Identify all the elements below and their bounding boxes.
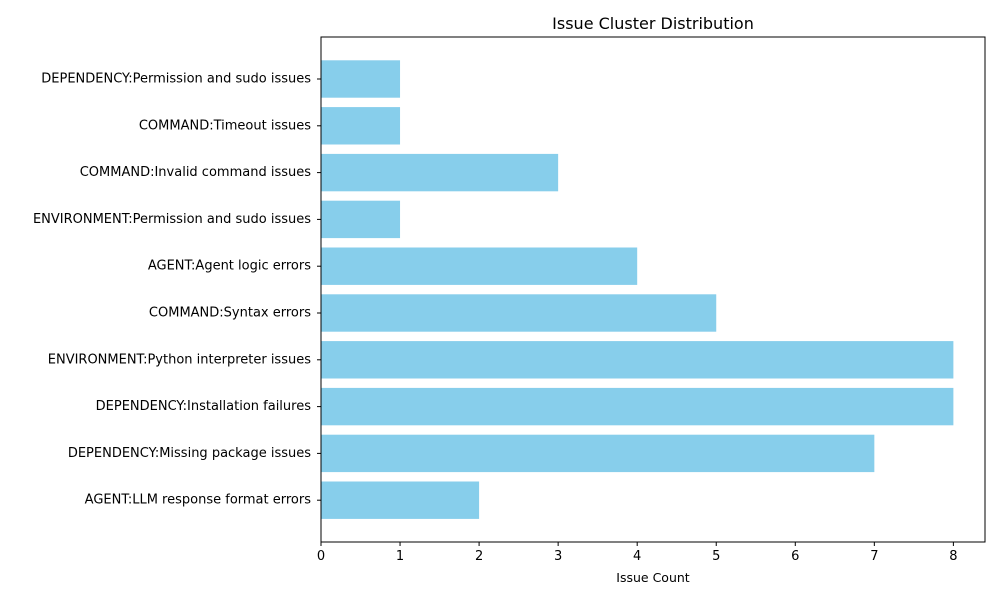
x-tick-label: 6 — [791, 549, 799, 564]
bar — [321, 341, 954, 379]
bar — [321, 294, 717, 332]
y-tick-label: DEPENDENCY:Installation failures — [96, 399, 312, 414]
y-axis-ticks: DEPENDENCY:Permission and sudo issues COM… — [33, 72, 321, 508]
y-tick-label: ENVIRONMENT:Permission and sudo issues — [33, 212, 311, 227]
y-tick-label: AGENT:LLM response format errors — [85, 493, 312, 508]
bar — [321, 247, 638, 285]
y-tick-label: AGENT:Agent logic errors — [148, 259, 311, 274]
bar — [321, 60, 401, 98]
x-tick-label: 4 — [633, 549, 641, 564]
bar — [321, 481, 480, 519]
bar — [321, 107, 401, 145]
x-tick-label: 1 — [396, 549, 404, 564]
y-tick-label: DEPENDENCY:Permission and sudo issues — [41, 72, 311, 87]
x-axis-ticks: 0 1 2 3 4 5 6 7 8 — [317, 542, 958, 564]
y-tick-label: COMMAND:Timeout issues — [139, 118, 311, 133]
x-tick-label: 3 — [554, 549, 562, 564]
y-tick-label: DEPENDENCY:Missing package issues — [68, 446, 311, 461]
y-tick-label: COMMAND:Invalid command issues — [80, 165, 312, 180]
y-tick-label: ENVIRONMENT:Python interpreter issues — [48, 352, 311, 367]
y-tick-label: COMMAND:Syntax errors — [149, 306, 311, 321]
bar — [321, 387, 954, 426]
x-tick-label: 2 — [475, 549, 483, 564]
x-tick-label: 0 — [317, 549, 325, 564]
bars-group — [321, 60, 954, 519]
x-axis-label: Issue Count — [616, 570, 690, 585]
chart-title: Issue Cluster Distribution — [552, 14, 754, 33]
x-tick-label: 5 — [712, 549, 720, 564]
bar — [321, 434, 875, 473]
bar — [321, 153, 559, 192]
bar — [321, 200, 401, 239]
plot-frame — [320, 36, 986, 543]
x-tick-label: 8 — [949, 549, 957, 564]
x-tick-label: 7 — [870, 549, 878, 564]
